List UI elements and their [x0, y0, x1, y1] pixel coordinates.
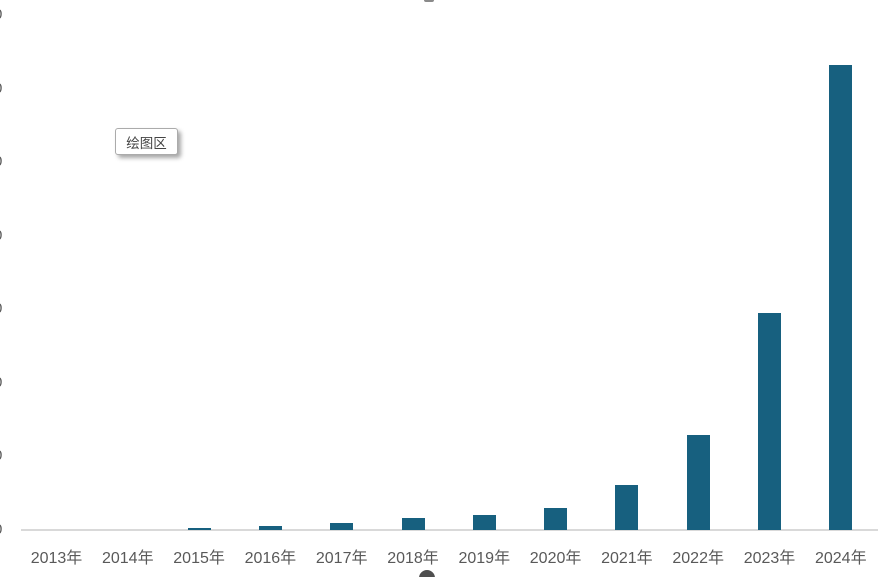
- bar-2016年[interactable]: [258, 526, 282, 530]
- bottom-edge-circle-fragment: [419, 570, 435, 577]
- x-tick-label-2020年[interactable]: 2020年: [529, 550, 582, 567]
- y-tick-label-fragment[interactable]: 0: [0, 6, 6, 24]
- bar-2021年[interactable]: [615, 485, 639, 530]
- x-tick-label-2013年[interactable]: 2013年: [30, 550, 83, 567]
- chart-title-fragment: [424, 0, 434, 2]
- y-tick-label-fragment[interactable]: 0: [0, 521, 6, 539]
- x-tick-label-2022年[interactable]: 2022年: [672, 550, 724, 567]
- y-tick-label-fragment[interactable]: 0: [0, 227, 6, 245]
- x-tick-label-2023年[interactable]: 2023年: [743, 550, 796, 567]
- y-tick-label-fragment[interactable]: 0: [0, 300, 6, 318]
- bar-2024年[interactable]: [829, 65, 853, 530]
- bar-2015年[interactable]: [187, 528, 211, 530]
- x-tick-label-2018年[interactable]: 2018年: [387, 550, 439, 567]
- x-tick-label-2017年[interactable]: 2017年: [315, 550, 368, 567]
- tooltip-label: 绘图区: [126, 135, 167, 151]
- bar-2018年[interactable]: [401, 518, 425, 530]
- y-tick-label-fragment[interactable]: 0: [0, 80, 6, 98]
- bar-2023年[interactable]: [758, 313, 781, 530]
- bar-2020年[interactable]: [544, 508, 568, 530]
- y-tick-label-fragment[interactable]: 0: [0, 374, 6, 392]
- x-tick-label-2016年[interactable]: 2016年: [244, 550, 297, 567]
- bar-2019年[interactable]: [472, 515, 496, 530]
- x-tick-label-2014年[interactable]: 2014年: [101, 550, 154, 567]
- bar-2017年[interactable]: [330, 523, 354, 530]
- x-axis-line: [21, 528, 878, 531]
- y-tick-label-fragment[interactable]: 0: [0, 153, 6, 171]
- x-tick-label-2015年[interactable]: 2015年: [173, 550, 225, 567]
- x-tick-label-2019年[interactable]: 2019年: [458, 550, 511, 567]
- plot-area-tooltip: 绘图区: [115, 128, 178, 155]
- plot-area[interactable]: 0 0 0 0 0 0 0 0: [0, 0, 878, 538]
- bar-2022年[interactable]: [686, 435, 710, 530]
- x-tick-label-2021年[interactable]: 2021年: [601, 550, 653, 567]
- y-tick-label-fragment[interactable]: 0: [0, 447, 6, 465]
- x-tick-label-2024年[interactable]: 2024年: [814, 550, 867, 567]
